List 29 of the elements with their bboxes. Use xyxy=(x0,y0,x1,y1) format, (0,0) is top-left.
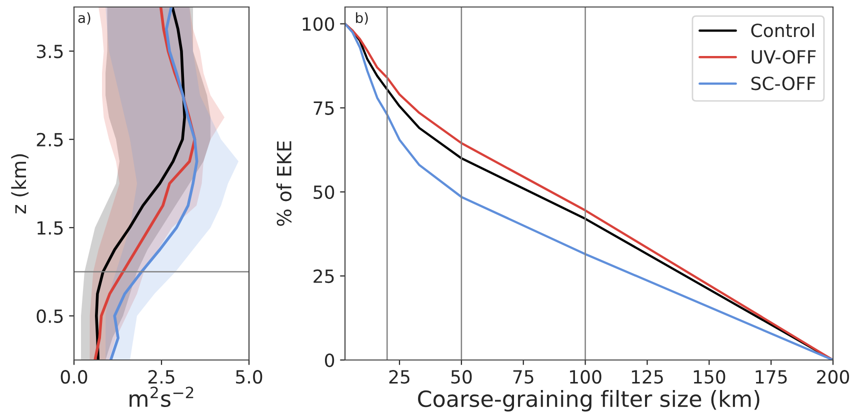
x-tick-label: 125 xyxy=(632,370,663,384)
x-tick-label: 0.0 xyxy=(60,370,88,384)
x-axis-title: m$^{2}$s$^{−2}$ xyxy=(130,386,194,408)
x-tick-label: 50 xyxy=(451,370,472,384)
y-tick-label: 2.5 xyxy=(36,132,63,146)
y-tick-label: 0.5 xyxy=(36,309,63,323)
legend-label: SC-OFF xyxy=(751,76,816,90)
x-tick-label: 2.5 xyxy=(148,370,174,384)
x-tick-label: 150 xyxy=(694,370,726,384)
y-tick-label: 25 xyxy=(314,269,334,284)
y-tick-label: 0 xyxy=(324,353,334,368)
legend-label: UV-OFF xyxy=(752,50,816,64)
x-tick-label: 200 xyxy=(817,370,850,384)
annotation: b) xyxy=(356,12,368,25)
annotation: a) xyxy=(78,12,90,25)
y-tick-label: 75 xyxy=(314,102,334,115)
y-tick-label: 100 xyxy=(302,17,334,31)
x-tick-label: 5.0 xyxy=(236,370,262,384)
y-axis-title: % of EKE xyxy=(276,141,292,226)
legend-label: Control xyxy=(751,23,814,38)
y-tick-label: 1.5 xyxy=(38,221,63,235)
x-tick-label: 75 xyxy=(513,370,534,384)
y-tick-label: 50 xyxy=(314,185,334,200)
y-tick-label: 3.5 xyxy=(36,44,63,58)
x-tick-label: 25 xyxy=(389,370,410,384)
x-axis-title: Coarse-graining filter size (km) xyxy=(418,390,760,412)
y-axis-title: z (km) xyxy=(11,154,29,214)
x-tick-label: 100 xyxy=(570,370,602,384)
x-tick-label: 175 xyxy=(756,370,787,384)
